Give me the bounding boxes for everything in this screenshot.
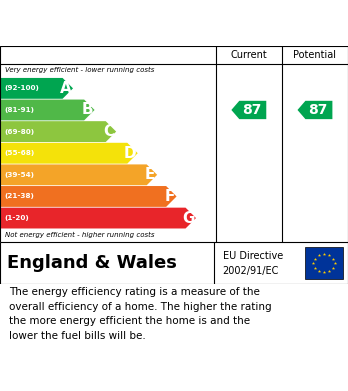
Text: (81-91): (81-91) [4, 107, 34, 113]
Text: England & Wales: England & Wales [7, 254, 177, 272]
Polygon shape [298, 101, 332, 119]
Text: 2002/91/EC: 2002/91/EC [223, 266, 279, 276]
Text: (92-100): (92-100) [4, 85, 39, 91]
Polygon shape [231, 101, 266, 119]
Text: 87: 87 [308, 103, 328, 117]
Text: C: C [103, 124, 114, 139]
Polygon shape [1, 208, 196, 228]
Polygon shape [1, 164, 157, 185]
Text: E: E [145, 167, 156, 182]
Text: (21-38): (21-38) [4, 194, 34, 199]
Text: (69-80): (69-80) [4, 129, 34, 135]
Bar [304, 247, 343, 279]
Polygon shape [1, 143, 138, 163]
Text: Potential: Potential [293, 50, 337, 60]
Text: D: D [124, 146, 136, 161]
Text: Not energy efficient - higher running costs: Not energy efficient - higher running co… [5, 232, 155, 238]
Polygon shape [1, 78, 73, 99]
Text: The energy efficiency rating is a measure of the
overall efficiency of a home. T: The energy efficiency rating is a measur… [9, 287, 271, 341]
Text: A: A [60, 81, 71, 96]
Polygon shape [1, 100, 95, 120]
Text: Energy Efficiency Rating: Energy Efficiency Rating [9, 15, 238, 33]
Text: (39-54): (39-54) [4, 172, 34, 178]
Text: (55-68): (55-68) [4, 150, 34, 156]
Text: Very energy efficient - lower running costs: Very energy efficient - lower running co… [5, 67, 155, 74]
Text: F: F [165, 189, 175, 204]
Text: G: G [182, 211, 194, 226]
Text: B: B [81, 102, 93, 117]
Text: EU Directive: EU Directive [223, 251, 283, 260]
Text: (1-20): (1-20) [4, 215, 29, 221]
Text: Current: Current [230, 50, 267, 60]
Polygon shape [1, 121, 116, 142]
Polygon shape [1, 186, 176, 207]
Text: 87: 87 [242, 103, 262, 117]
